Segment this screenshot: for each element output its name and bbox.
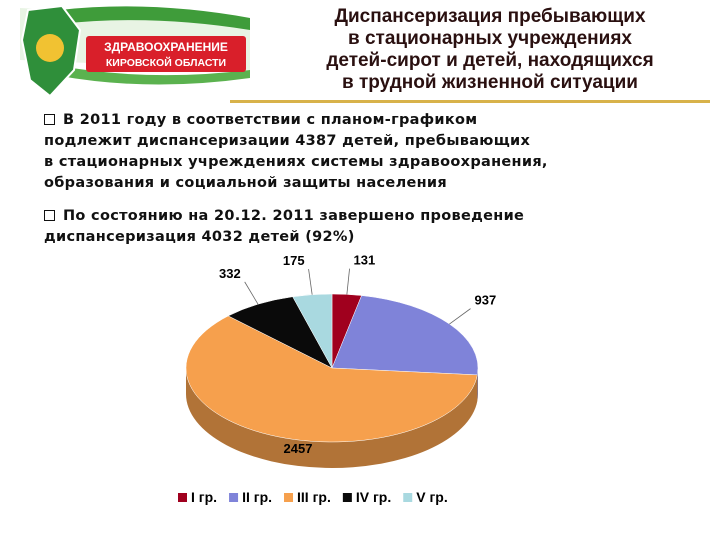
bullet-line: По состоянию на 20.12. 2011 завершено пр… — [63, 208, 525, 224]
legend-swatch — [342, 493, 352, 502]
legend-label: V гр. — [416, 489, 448, 505]
legend-swatch — [229, 493, 239, 502]
slide-title: Диспансеризация пребывающих в стационарн… — [270, 6, 710, 94]
leader-line — [244, 281, 259, 305]
logo-text: КИРОВСКОЙ ОБЛАСТИ — [106, 56, 226, 69]
title-line: в трудной жизненной ситуации — [342, 72, 638, 93]
data-label: 175 — [283, 253, 305, 268]
title-line: в стационарных учреждениях — [348, 28, 632, 49]
pie-chart: 131 937 2457 332 175 I гр. II гр. III гр. IV гр.… — [178, 253, 497, 505]
bullet-line: образования и социальной защиты населени… — [44, 175, 448, 191]
emblem-circle — [36, 34, 64, 62]
data-label: 2457 — [284, 441, 313, 456]
data-label: 332 — [219, 266, 241, 281]
slice-side — [477, 368, 478, 401]
legend-label: II гр. — [242, 489, 272, 505]
bullet: По состоянию на 20.12. 2011 завершено пр… — [44, 206, 704, 248]
legend-swatch — [178, 493, 187, 502]
bullet-line: в стационарных учреждениях системы здрав… — [44, 154, 548, 170]
data-label: 131 — [354, 253, 376, 268]
logo: ЗДРАВООХРАНЕНИЕ КИРОВСКОЙ ОБЛАСТИ — [20, 4, 250, 98]
bullet-line: диспансеризация 4032 детей (92%) — [44, 229, 355, 245]
bullet-line: В 2011 году в соответствии с планом-граф… — [63, 112, 478, 128]
bullet-icon — [44, 114, 55, 125]
slice-side — [186, 368, 478, 468]
slice — [185, 315, 478, 443]
logo-text: ЗДРАВООХРАНЕНИЕ — [104, 40, 228, 54]
bullet-icon — [44, 210, 55, 221]
banner-stripe — [60, 66, 250, 85]
bullet: В 2011 году в соответствии с планом-граф… — [44, 110, 704, 194]
slice — [331, 295, 479, 376]
logo-plate — [86, 36, 246, 72]
leader-line — [346, 268, 350, 295]
leader-line — [449, 308, 471, 325]
legend-label: IV гр. — [356, 489, 391, 505]
banner-stripe — [60, 6, 250, 30]
title-line: Диспансеризация пребывающих — [334, 6, 646, 27]
legend-swatch — [403, 493, 413, 502]
legend-swatch — [284, 493, 294, 502]
title-line: детей-сирот и детей, находящихся — [326, 50, 654, 71]
legend-label: III гр. — [297, 489, 331, 505]
data-label: 937 — [475, 293, 497, 308]
bullet-line: подлежит диспансеризации 4387 детей, пре… — [44, 133, 531, 149]
legend-label: I гр. — [191, 489, 217, 505]
header-rule — [230, 100, 710, 103]
leader-line — [308, 268, 313, 295]
